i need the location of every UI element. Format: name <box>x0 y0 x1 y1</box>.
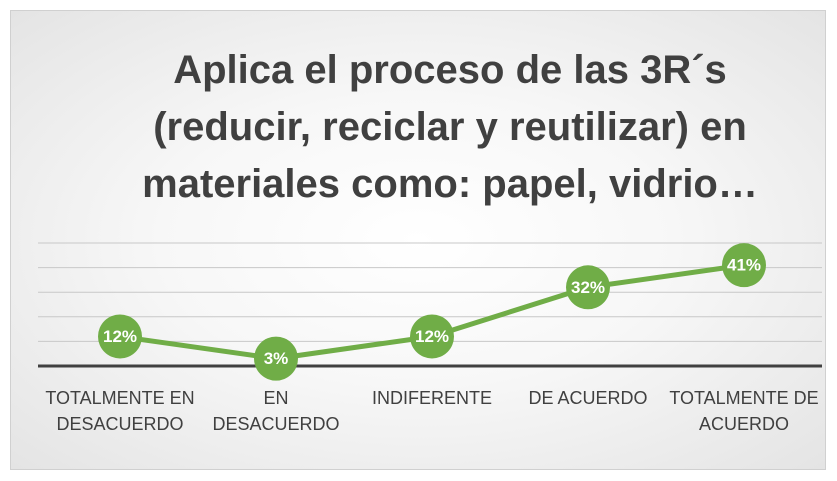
x-tick-label: EN DESACUERDO <box>212 388 340 434</box>
data-label: 12% <box>415 327 449 346</box>
marker <box>566 265 610 310</box>
chart-frame <box>10 10 826 470</box>
x-tick-label: INDIFERENTE <box>371 388 492 408</box>
x-tick-label: TOTALMENTE EN DESACUERDO <box>45 388 195 434</box>
x-tick-label: TOTALMENTE DE ACUERDO <box>669 388 819 434</box>
data-label: 3% <box>264 349 289 368</box>
data-label: 41% <box>727 256 761 275</box>
chart-title: Aplica el proceso de las 3R´s (reducir, … <box>142 48 758 206</box>
marker <box>722 243 766 288</box>
marker <box>254 336 298 381</box>
data-label: 12% <box>103 327 137 346</box>
marker <box>410 314 454 359</box>
data-label: 32% <box>571 278 605 297</box>
marker <box>98 314 142 359</box>
x-tick-label: DE ACUERDO <box>528 388 648 408</box>
